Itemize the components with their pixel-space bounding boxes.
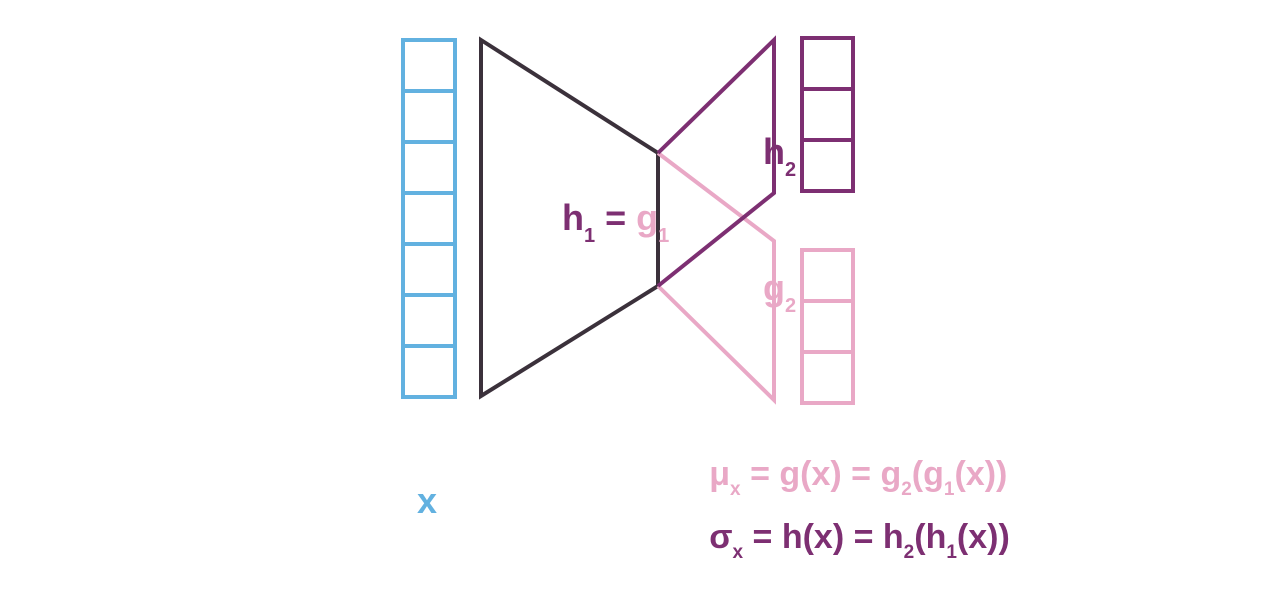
input-label: x <box>417 480 437 521</box>
h2-label: h2 <box>713 131 826 184</box>
g2-label: g2 <box>713 267 826 320</box>
input-vector <box>401 38 457 399</box>
sigma-equation: σx = h(x) = h2(h1(x)) <box>662 518 1038 563</box>
mu-equation: μx = g(x) = g2(g1(x)) <box>662 455 1036 500</box>
encoder-label: h1 = g1 <box>512 197 699 250</box>
h2-output-cell <box>800 87 855 142</box>
input-cell <box>401 344 457 399</box>
h2-output-cell <box>800 36 855 91</box>
input-cell <box>401 89 457 144</box>
input-cell <box>401 191 457 246</box>
input-cell <box>401 140 457 195</box>
g2-head-trapezoid <box>656 151 776 405</box>
h2-output-vector <box>800 36 855 193</box>
input-cell <box>401 242 457 297</box>
h2-head-trapezoid <box>656 35 776 288</box>
h2-output-cell <box>800 138 855 193</box>
input-cell <box>401 293 457 348</box>
input-cell <box>401 38 457 93</box>
g2-output-vector <box>800 248 855 405</box>
g2-output-cell <box>800 350 855 405</box>
